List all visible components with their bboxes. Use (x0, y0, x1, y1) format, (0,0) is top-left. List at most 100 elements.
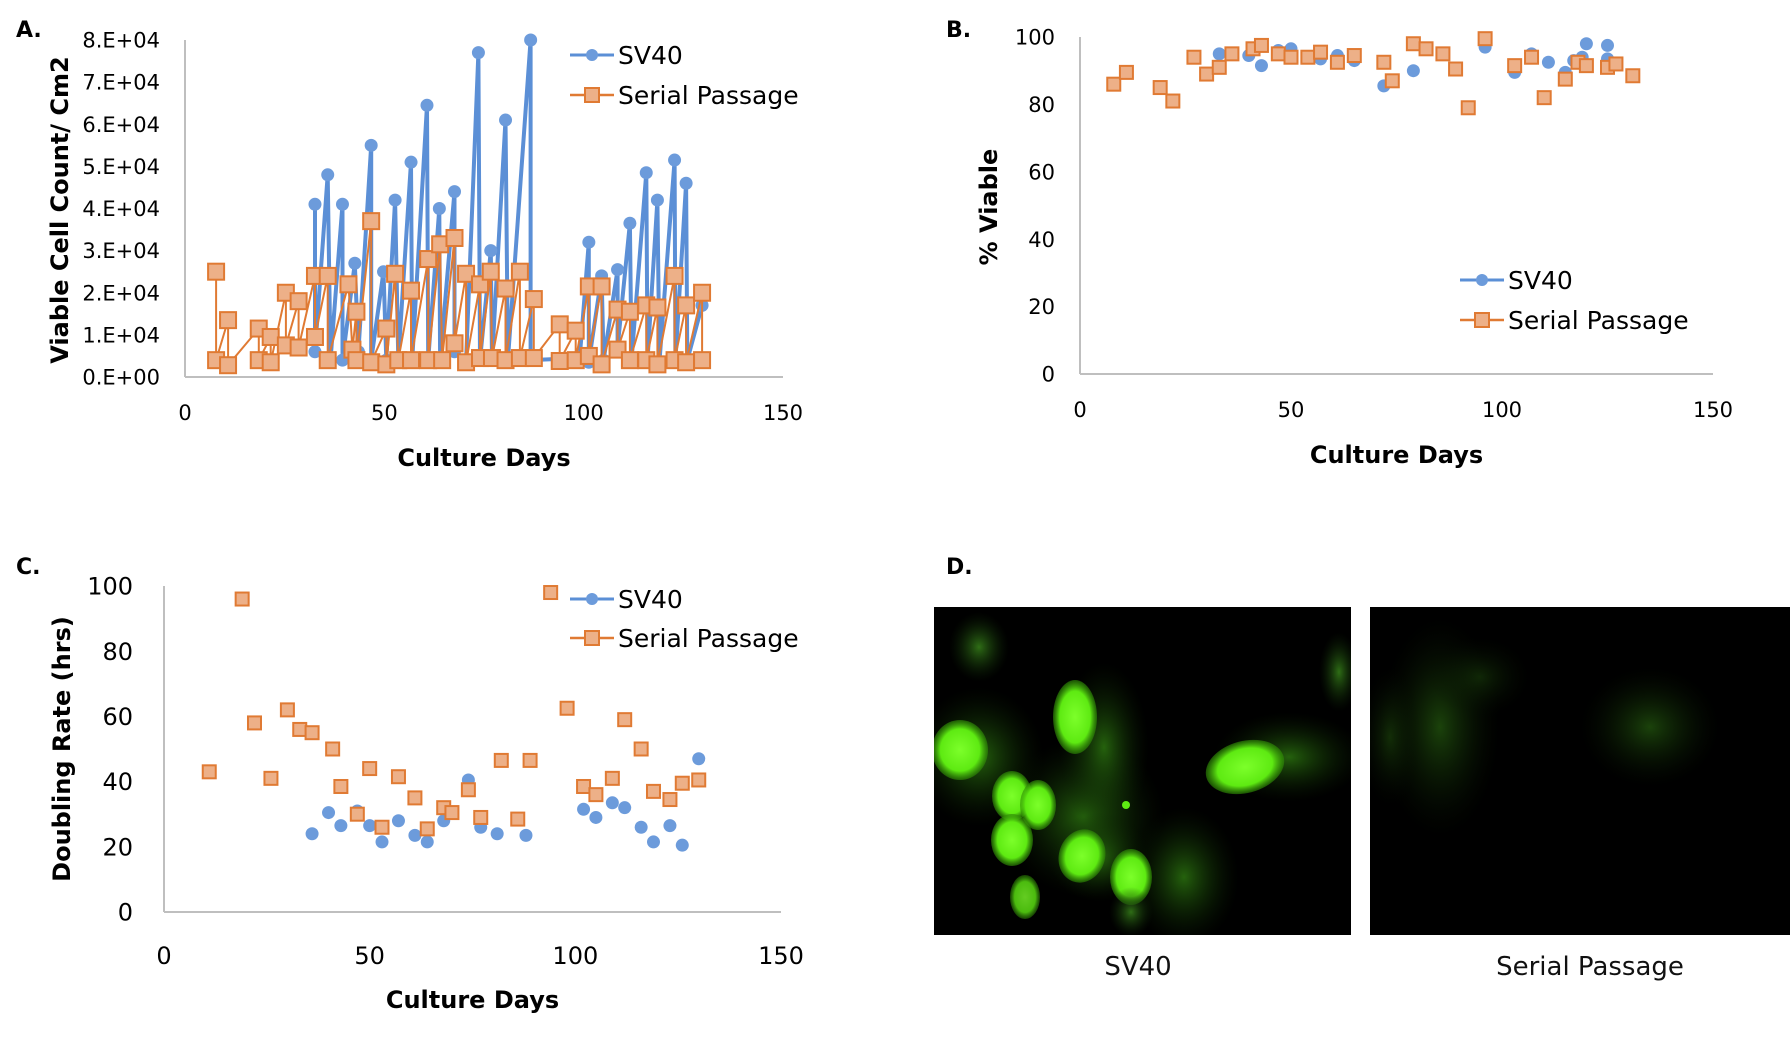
chart-c-serial-passage-point (662, 792, 678, 808)
chart-a-serial-passage-point (693, 351, 712, 370)
chart-c-serial-passage-point (333, 778, 349, 794)
chart-b-x-tick-label: 50 (1278, 398, 1305, 422)
chart-a-sv40-point (432, 202, 446, 215)
chart-a-y-tick-label: 0.E+00 (82, 366, 160, 390)
chart-c-serial-passage-point (473, 809, 489, 825)
chart-a-serial-passage-point (648, 355, 667, 374)
chart-a-legend-label: SV40 (618, 41, 683, 70)
chart-a-serial-passage-point (665, 266, 684, 285)
chart-c-y-tick-label: 60 (102, 703, 133, 731)
chart-c-sv40-point (634, 820, 648, 834)
chart-a-x-tick-label: 100 (564, 401, 604, 425)
chart-b-x-tick-label: 0 (1073, 398, 1086, 422)
chart-b-serial-passage-point (1477, 31, 1493, 47)
chart-a-sv40-point (308, 345, 322, 359)
chart-a-serial-passage-point (402, 281, 421, 300)
chart-c-x-axis-title: Culture Days (386, 986, 559, 1014)
chart-a-serial-passage-point (219, 356, 238, 375)
chart-c-x-tick-label: 100 (552, 942, 598, 970)
chart-c-serial-passage-point (460, 782, 476, 798)
chart-a-y-tick-label: 8.E+04 (82, 29, 160, 53)
chart-b-serial-passage-point (1578, 58, 1594, 74)
chart-c-sv40-point (408, 828, 422, 842)
panel-letter-b: B. (946, 18, 972, 43)
chart-b-serial-passage-point (1283, 49, 1299, 65)
chart-b-serial-passage-point (1152, 80, 1168, 96)
chart-c-serial-passage-point (292, 721, 308, 737)
chart-a-y-tick-label: 6.E+04 (82, 113, 160, 137)
chart-c-serial-passage-point (493, 752, 509, 768)
chart-c-serial-passage-point (691, 772, 707, 788)
chart-a-serial-passage-point (318, 266, 337, 285)
chart-a-serial-passage-point (524, 349, 543, 368)
chart-c-serial-passage-point (419, 821, 435, 837)
chart-a-sv40-point (447, 185, 461, 199)
chart-c-sv40-point (391, 814, 405, 828)
chart-b-legend-label: SV40 (1508, 266, 1573, 295)
chart-c-serial-passage-point (325, 741, 341, 757)
chart-b-serial-passage-point (1608, 56, 1624, 72)
chart-a-serial-passage-point (339, 275, 358, 294)
chart-b-serial-passage-point (1313, 44, 1329, 60)
chart-b-serial-passage-point (1625, 68, 1641, 84)
chart-a-serial-passage-point (207, 262, 226, 281)
chart-a-sv40-point (308, 197, 322, 211)
chart-b-serial-passage-point (1224, 46, 1240, 62)
chart-c-y-tick-label: 20 (102, 833, 133, 861)
chart-a-y-axis-title: Viable Cell Count/ Cm2 (46, 56, 74, 364)
chart-c-serial-passage-point (559, 700, 575, 716)
chart-a-sv40-point (582, 235, 596, 249)
chart-b-serial-passage-point (1448, 61, 1464, 77)
chart-c-sv40-point (519, 828, 533, 842)
chart-c-sv40-point (363, 819, 377, 833)
chart-c-serial-passage-point (263, 770, 279, 786)
chart-c-sv40-point (305, 827, 319, 841)
chart-a-serial-passage-point (289, 338, 308, 357)
chart-a-sv40-point (420, 98, 434, 112)
chart-c-serial-passage-point (576, 778, 592, 794)
chart-a-sv40-point (348, 256, 362, 270)
chart-c-sv40-point (663, 819, 677, 833)
chart-c-serial-passage-point (362, 761, 378, 777)
chart-c-sv40-point (375, 835, 389, 849)
chart-a-serial-passage-point (445, 228, 464, 247)
chart-a-serial-passage-point (433, 351, 452, 370)
micrograph-serial-passage (1370, 607, 1790, 935)
chart-b-legend-marker-serial-passage (1474, 312, 1490, 328)
chart-b-serial-passage-point (1435, 46, 1451, 62)
chart-a-sv40-point (471, 46, 485, 60)
chart-b-y-tick-label: 60 (1028, 160, 1055, 184)
chart-a-legend-marker-sv40 (586, 49, 598, 61)
chart-b-serial-passage-point (1536, 90, 1552, 106)
chart-a-serial-passage-point (377, 319, 396, 338)
chart-a-sv40-point (611, 263, 625, 277)
chart-b-serial-passage-point (1460, 100, 1476, 116)
chart-b-serial-passage-point (1118, 64, 1134, 80)
chart-c-sv40-point (322, 806, 336, 820)
chart-c-serial-passage-point (510, 811, 526, 827)
chart-c-serial-passage-point (349, 806, 365, 822)
chart-a-x-axis-title: Culture Days (397, 444, 570, 472)
chart-a-y-tick-label: 3.E+04 (82, 239, 160, 263)
chart-a-serial-passage-point (347, 302, 366, 321)
chart-a-sv40-point (499, 113, 513, 127)
chart-c-sv40-point (675, 838, 689, 852)
chart-a-serial-passage-point (457, 264, 476, 283)
chart-a-serial-passage-point (648, 298, 667, 317)
chart-b-legend-marker-sv40 (1476, 274, 1488, 286)
chart-b-x-tick-label: 100 (1482, 398, 1522, 422)
chart-c-sv40-point (420, 835, 434, 849)
chart-c-sv40-point (646, 835, 660, 849)
chart-c-serial-passage-point (522, 752, 538, 768)
chart-c-sv40-point (618, 801, 632, 815)
chart-a-legend-label: Serial Passage (618, 81, 799, 110)
caption-sv40: SV40 (1104, 952, 1172, 982)
micrograph-sv40-image (934, 607, 1351, 935)
chart-c-sv40-point (577, 802, 591, 816)
chart-c-y-axis-title: Doubling Rate (hrs) (48, 616, 76, 882)
panel-letter-d: D. (946, 555, 973, 580)
chart-b-serial-passage-point (1186, 49, 1202, 65)
chart-c-serial-passage-point (444, 805, 460, 821)
chart-c-serial-passage-point (390, 769, 406, 785)
